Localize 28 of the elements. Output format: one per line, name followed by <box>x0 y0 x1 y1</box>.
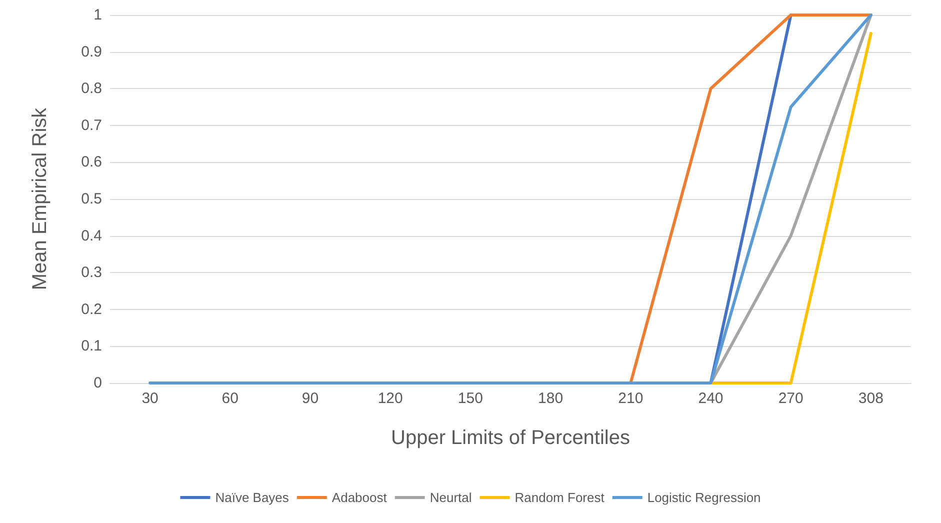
x-tick-label: 210 <box>618 390 644 407</box>
x-tick-label: 308 <box>858 390 884 407</box>
legend-label: Logistic Regression <box>647 490 761 505</box>
y-tick-label: 0.7 <box>81 116 102 134</box>
y-tick-label: 0 <box>94 374 102 392</box>
y-tick-label: 0.3 <box>81 264 102 282</box>
y-tick-label: 0.8 <box>81 80 102 98</box>
x-tick-label: 270 <box>778 390 804 407</box>
x-tick-label: 120 <box>378 390 403 407</box>
x-axis-title: Upper Limits of Percentiles <box>391 427 630 449</box>
y-tick-label: 1 <box>94 6 102 24</box>
x-tick-label: 240 <box>698 390 724 407</box>
y-tick-label: 0.9 <box>81 43 102 60</box>
x-tick-label: 60 <box>222 390 238 407</box>
x-tick-label: 30 <box>142 390 158 407</box>
x-tick-label: 180 <box>538 390 564 407</box>
y-tick-label: 0.1 <box>81 338 102 355</box>
legend-label: Naïve Bayes <box>215 490 290 505</box>
y-axis-title: Mean Empirical Risk <box>29 106 51 290</box>
legend-label: Neurtal <box>430 490 472 505</box>
y-tick-label: 0.6 <box>81 154 102 171</box>
x-tick-label: 150 <box>458 390 483 407</box>
y-tick-label: 0.5 <box>81 190 102 208</box>
x-tick-label: 90 <box>302 390 319 407</box>
legend-label: Random Forest <box>514 490 605 505</box>
legend-label: Adaboost <box>332 490 388 505</box>
y-tick-label: 0.4 <box>81 227 102 244</box>
y-tick-label: 0.2 <box>81 300 102 318</box>
